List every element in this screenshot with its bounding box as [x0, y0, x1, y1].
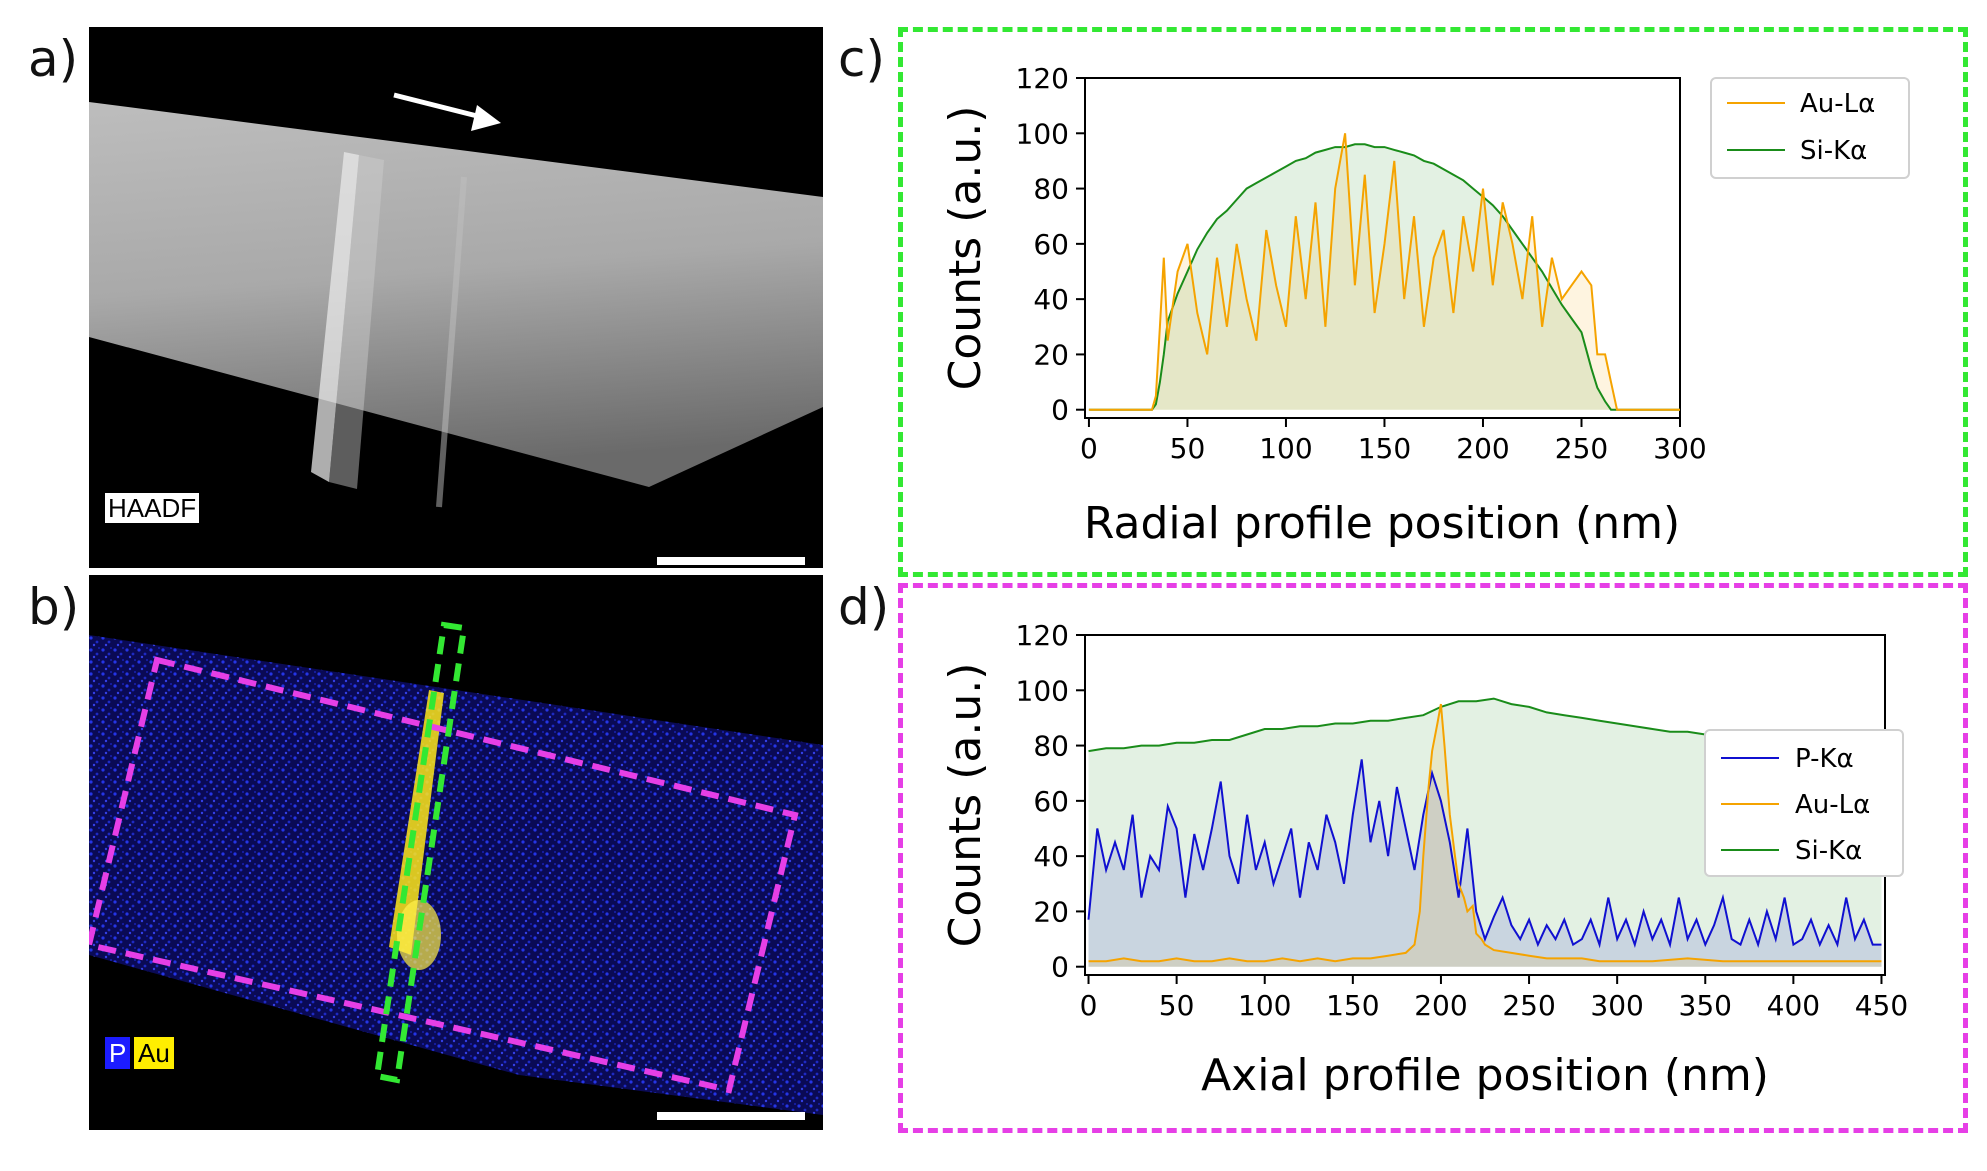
chart-d-frame: [898, 583, 1968, 1133]
panel-b-label: b): [28, 578, 80, 636]
chart-c-ytick-label: 60: [1033, 228, 1069, 261]
haadf-micrograph: HAADF: [89, 27, 823, 568]
chart-c-frame: [898, 27, 1968, 577]
chart-d-ytick-label: 120: [1016, 619, 1069, 652]
au-ring-band-shadow: [329, 155, 384, 489]
chart-c-legend-si: Si-Kα: [1800, 136, 1867, 166]
chart-d-area-2: [1088, 698, 1882, 967]
au-ring-band: [311, 152, 359, 482]
chart-c-line-1: [1088, 143, 1680, 411]
chart-c-area-1: [1088, 144, 1680, 410]
magenta-roi: [89, 656, 799, 1094]
chart-c-xtick-label: 50: [1170, 432, 1206, 465]
chart-d-legend-au: Au-Lα: [1795, 790, 1870, 820]
chart-d-line-0: [1087, 759, 1882, 949]
chart-c-ytick-label: 120: [1016, 62, 1069, 95]
chart-c-ylabel: Counts (a.u.): [940, 106, 991, 391]
chart-d-legend: P-Kα Au-Lα Si-Kα: [1704, 729, 1904, 877]
chart-d-xtick-label: 250: [1502, 989, 1555, 1022]
chart-d-ytick-label: 80: [1033, 730, 1069, 763]
chart-c-ytick-label: 100: [1016, 117, 1069, 150]
direction-arrow: [393, 92, 490, 122]
chart-d-xtick-label: 0: [1080, 989, 1098, 1022]
chart-d-ylabel: Counts (a.u.): [940, 663, 991, 948]
chart-d-xtick-label: 350: [1679, 989, 1732, 1022]
eds-map: P Au: [89, 575, 823, 1130]
chart-c-ytick-label: 0: [1051, 394, 1069, 427]
chart-c-xtick-label: 200: [1456, 432, 1509, 465]
gold-blob: [397, 900, 441, 970]
chart-d-xtick-label: 150: [1326, 989, 1379, 1022]
chart-d-xtick-label: 200: [1414, 989, 1467, 1022]
chart-d-ytick-label: 100: [1016, 674, 1069, 707]
chart-d-xtick-label: 300: [1590, 989, 1643, 1022]
eds-image: [89, 621, 823, 1115]
legend-p: P: [105, 1037, 131, 1069]
chart-d-line-1: [1088, 703, 1882, 963]
chart-d-legend-p: P-Kα: [1795, 744, 1854, 774]
chart-c-xtick-label: 0: [1080, 432, 1098, 465]
green-roi: [373, 621, 468, 1084]
ring-edge: [436, 176, 467, 508]
chart-c-legend-au: Au-Lα: [1800, 89, 1875, 119]
panel-d-label: d): [838, 578, 890, 636]
chart-c-ytick-label: 40: [1033, 283, 1069, 316]
chart-c-line-0: [1088, 133, 1680, 411]
chart-c-xlabel: Radial profile position (nm): [1084, 498, 1680, 549]
chart-c-xtick-label: 100: [1259, 432, 1312, 465]
chart-d-xtick-label: 450: [1855, 989, 1908, 1022]
chart-c-legend: Au-Lα Si-Kα: [1710, 77, 1910, 179]
chart-d-ytick-label: 60: [1033, 785, 1069, 818]
scale-bar-b: [657, 1112, 805, 1120]
panel-c-label: c): [838, 30, 885, 88]
chart-d-legend-si: Si-Kα: [1795, 836, 1862, 866]
chart-d-xtick-label: 400: [1767, 989, 1820, 1022]
direction-arrowhead: [471, 105, 501, 131]
panel-a-label: a): [28, 30, 79, 88]
chart-d-area-0: [1088, 759, 1882, 967]
scale-bar-a: [657, 557, 805, 565]
chart-d-ytick-label: 20: [1033, 895, 1069, 928]
chart-d-xtick-label: 50: [1159, 989, 1195, 1022]
chart-c-xtick-label: 300: [1653, 432, 1706, 465]
chart-c: 0 50 100 150 200 250 300 0 20 40 60 80 100 120 Radial…: [940, 62, 1910, 549]
chart-d-ytick-label: 40: [1033, 840, 1069, 873]
chart-c-plot-area: [1084, 77, 1681, 419]
chart-c-ytick-label: 80: [1033, 173, 1069, 206]
chart-d: 0 50 100 150 200 250 300 350 400 450 0 20 40 60 80 100 1…: [940, 619, 1908, 1101]
chart-c-xtick-label: 250: [1555, 432, 1608, 465]
haadf-image: [89, 92, 823, 508]
chart-c-ytick-label: 20: [1033, 338, 1069, 371]
phosphorus-dots: [89, 635, 823, 1115]
haadf-label: HAADF: [105, 493, 200, 523]
chart-d-xtick-label: 100: [1238, 989, 1291, 1022]
legend-au: Au: [134, 1037, 174, 1069]
chart-d-ytick-label: 0: [1051, 951, 1069, 984]
chart-c-xtick-label: 150: [1358, 432, 1411, 465]
chart-d-xlabel: Axial profile position (nm): [1201, 1050, 1769, 1101]
chart-c-area-0: [1088, 133, 1680, 410]
